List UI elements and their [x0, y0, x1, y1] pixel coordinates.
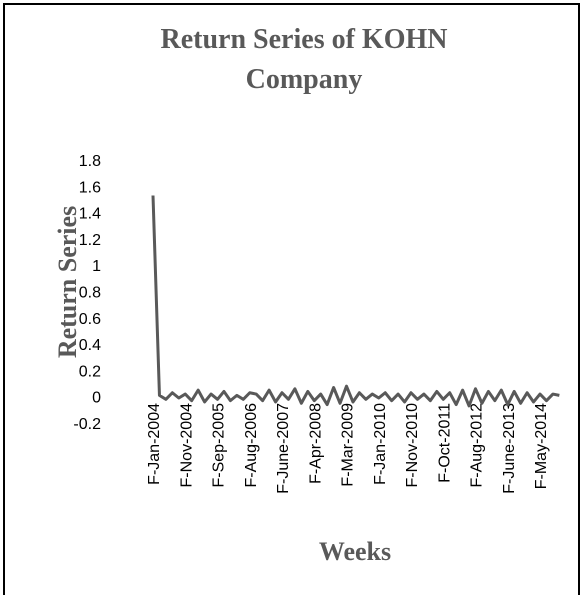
x-tick-label: F-Apr-2008	[307, 403, 324, 484]
y-tick-label: 0.6	[79, 311, 101, 328]
y-tick-label: 1	[92, 258, 101, 275]
x-tick-label: F-Jan-2010	[372, 403, 389, 485]
x-axis-label: Weeks	[319, 537, 391, 566]
x-tick-label: F-June-2013	[501, 403, 518, 494]
x-tick-label: F-Oct-2011	[436, 403, 453, 483]
y-tick-label: 0.2	[79, 363, 101, 380]
x-tick-label: F-Nov-2010	[404, 403, 421, 488]
frame	[3, 3, 580, 595]
y-axis-label: Return Series	[53, 206, 82, 358]
y-tick-label: 0.4	[79, 337, 101, 354]
y-tick-label: 1.2	[79, 232, 101, 249]
x-tick-label: F-June-2007	[275, 403, 292, 494]
x-tick-label: F-May-2014	[533, 403, 550, 489]
x-tick-label: F-Aug-2012	[469, 403, 486, 488]
x-tick-label: F-Mar-2009	[340, 403, 357, 487]
y-tick-label: 1.6	[79, 179, 101, 196]
x-tick-label: F-Sep-2005	[211, 403, 228, 488]
y-tick-label: 1.8	[79, 153, 101, 170]
line-series	[151, 195, 560, 408]
chart-title: Company	[246, 64, 363, 95]
y-tick-label: 1.4	[79, 206, 101, 223]
chart-title: Return Series of KOHN	[161, 24, 448, 55]
x-tick-label: F-Nov-2004	[178, 403, 195, 488]
x-tick-label: F-Aug-2006	[243, 403, 260, 488]
x-tick-label: F-Jan-2004	[146, 403, 163, 485]
y-tick-label: -0.2	[73, 416, 101, 433]
y-tick-label: 0	[92, 390, 101, 407]
y-tick-label: 0.8	[79, 285, 101, 302]
